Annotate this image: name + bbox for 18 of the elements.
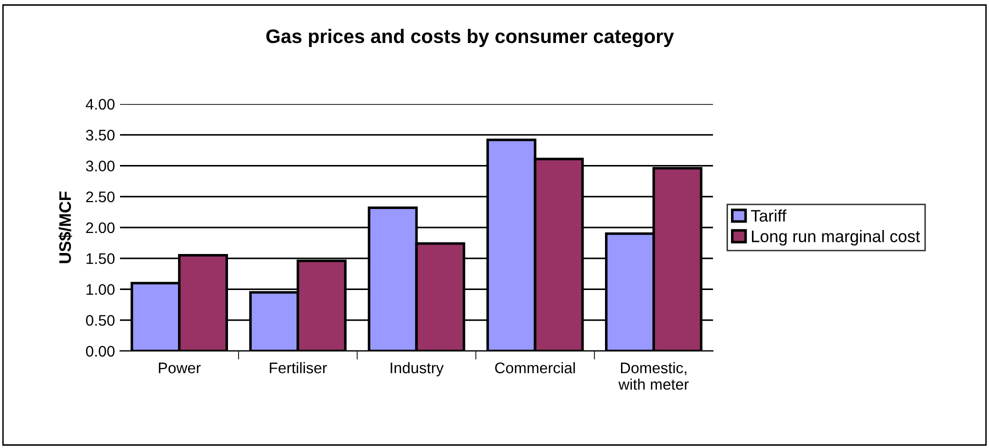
y-tick-label: 0.50 xyxy=(86,314,115,326)
y-axis-title: US$/MCF xyxy=(58,192,72,264)
x-tick-label: Domestic, with meter xyxy=(618,362,689,390)
legend-label: Tariff xyxy=(750,209,786,222)
x-tick-label: Industry xyxy=(390,362,444,376)
y-tick-label: 1.50 xyxy=(86,253,115,264)
y-tick-label: 4.00 xyxy=(86,98,115,110)
y-tick-label: 1.00 xyxy=(86,284,115,295)
y-tick-label: 2.00 xyxy=(86,222,115,234)
legend-label: Long run marginal cost xyxy=(752,230,920,246)
y-tick-label: 3.50 xyxy=(86,130,115,141)
y-tick-label: 0.00 xyxy=(86,346,115,357)
chart-title: Gas prices and costs by consumer category xyxy=(266,28,674,48)
x-tick-label: Power xyxy=(158,362,201,374)
x-tick-label: Commercial xyxy=(495,362,575,374)
y-tick-label: 3.00 xyxy=(86,160,115,172)
x-tick-label: Fertiliser xyxy=(270,362,327,374)
y-tick-label: 2.50 xyxy=(86,191,115,202)
